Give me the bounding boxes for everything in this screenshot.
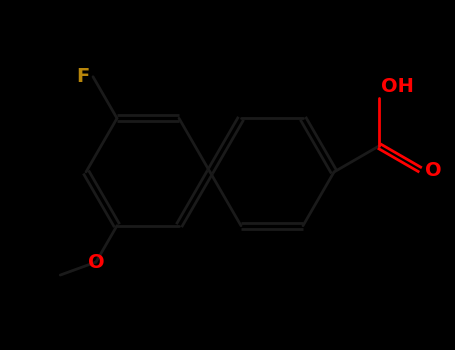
Text: OH: OH [381,77,414,96]
Text: O: O [425,161,441,180]
Text: O: O [88,253,104,272]
Text: F: F [76,67,89,86]
